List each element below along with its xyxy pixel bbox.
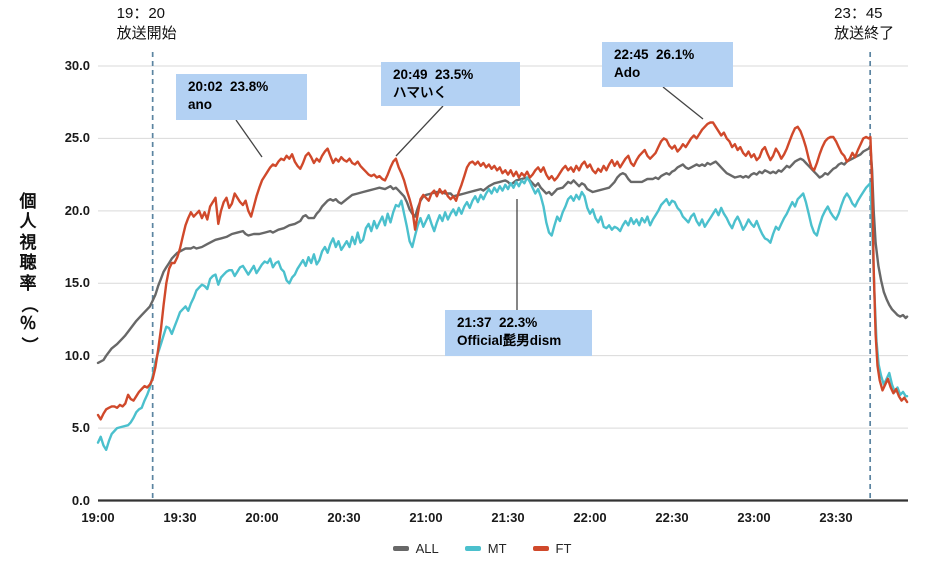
y-tick-label: 20.0 — [64, 202, 90, 218]
callout-box: 20:49 23.5% ハマいく — [381, 62, 520, 107]
callout-pointer-line — [662, 86, 704, 120]
marker-time: 19：20 — [116, 5, 166, 22]
x-tick-label: 19:00 — [81, 510, 115, 525]
x-tick-label: 19:30 — [163, 510, 197, 525]
legend-swatch-icon — [392, 546, 409, 551]
y-axis-title-char: 視 — [19, 232, 37, 252]
y-tick-label: 30.0 — [64, 58, 90, 73]
legend: ALL MT FT — [12, 541, 940, 556]
series-line-all — [96, 144, 909, 365]
x-tick-label: 22:30 — [655, 510, 689, 525]
callout-pointer-line — [395, 105, 444, 157]
legend-label: FT — [555, 541, 572, 556]
legend-swatch-icon — [464, 546, 481, 551]
x-tick-label: 22:00 — [573, 510, 607, 525]
callout-artist: ano — [188, 97, 213, 113]
y-axis-title-char: 個 — [19, 192, 37, 211]
x-tick-label: 21:00 — [409, 510, 443, 525]
y-axis-title-char: ） — [19, 336, 39, 354]
y-axis-title-char: （ — [19, 295, 39, 313]
legend-item-ft: FT — [532, 541, 572, 556]
x-tick-label: 21:30 — [491, 510, 525, 525]
callout-box: 22:45 26.1% Ado — [602, 42, 733, 87]
marker-caption: 放送終了 — [834, 24, 895, 42]
series-line-ft — [96, 121, 909, 421]
y-tick-label: 25.0 — [64, 130, 90, 146]
y-tick-label: 5.0 — [71, 420, 90, 436]
marker-caption: 放送開始 — [116, 24, 177, 42]
callout-box: 20:02 23.8% ano — [176, 74, 307, 120]
x-tick-label: 20:00 — [245, 510, 279, 525]
y-axis-title-char: 聴 — [19, 253, 37, 273]
callout-time-value: 20:49 23.5% — [393, 67, 474, 82]
y-tick-label: 0.0 — [71, 492, 90, 508]
callout-time-value: 21:37 22.3% — [457, 315, 538, 330]
marker-time: 23：45 — [834, 5, 883, 22]
callout-artist: Ado — [614, 65, 641, 81]
y-axis-title-char: ％ — [19, 314, 37, 334]
y-axis-title-char: 率 — [19, 273, 37, 293]
legend-label: ALL — [415, 541, 439, 556]
series-line-mt — [96, 176, 909, 451]
broadcast-end-label: 23：45 放送終了 — [834, 4, 894, 43]
callout-time-value: 20:02 23.8% — [188, 79, 269, 94]
x-tick-label: 23:00 — [737, 510, 771, 525]
callout-artist: Official髭男dism — [457, 333, 562, 349]
y-tick-label: 15.0 — [64, 275, 90, 291]
legend-item-all: ALL — [392, 541, 439, 556]
legend-label: MT — [487, 541, 507, 556]
x-tick-label: 23:30 — [819, 510, 853, 525]
broadcast-start-label: 19：20 放送開始 — [117, 4, 177, 43]
y-axis-title: 個人視聴率 （％ ） — [14, 192, 42, 355]
callout-box: 21:37 22.3% Official髭男dism — [445, 310, 592, 356]
callout-pointer-line — [235, 119, 263, 158]
callout-artist: ハマいく — [393, 85, 447, 101]
x-tick-label: 20:30 — [327, 510, 361, 525]
y-tick-label: 10.0 — [64, 347, 90, 363]
legend-item-mt: MT — [464, 541, 507, 556]
y-axis-title-char: 人 — [19, 212, 37, 232]
legend-swatch-icon — [532, 546, 549, 551]
callout-time-value: 22:45 26.1% — [614, 47, 695, 62]
